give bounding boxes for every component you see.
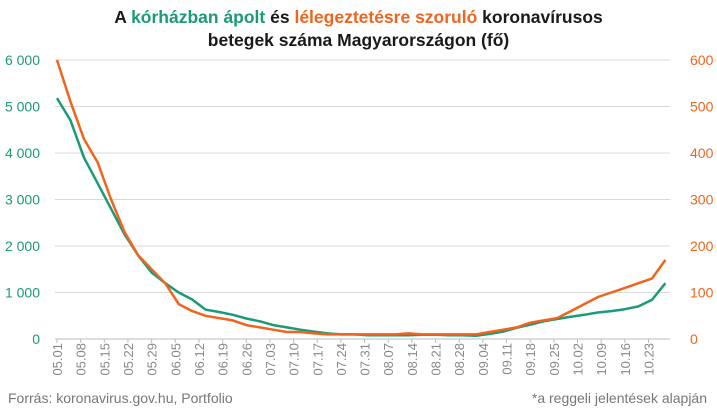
x-tick-label: 08.14 — [405, 343, 420, 376]
y-right-tick-label: 200 — [690, 238, 714, 254]
x-tick-label: 05.29 — [145, 343, 160, 376]
x-tick-label: 09.25 — [547, 343, 562, 376]
footnote: *a reggeli jelentések alapján — [531, 390, 707, 406]
title-hospitalized: kórházban ápolt — [131, 7, 266, 27]
y-right-tick-label: 100 — [690, 285, 714, 301]
y-left-tick-label: 4 000 — [5, 145, 40, 161]
series-line-hospitalized — [55, 97, 667, 337]
y-left-tick-label: 3 000 — [5, 192, 40, 208]
x-tick-label: 07.24 — [334, 343, 349, 376]
x-tick-label: 10.16 — [618, 343, 633, 376]
x-tick-label: 07.03 — [263, 343, 278, 376]
x-tick-label: 05.15 — [97, 343, 112, 376]
y-right-tick-label: 500 — [690, 99, 714, 115]
chart-title: A kórházban ápolt és lélegeztetésre szor… — [0, 6, 717, 52]
y-left-tick-label: 6 000 — [5, 52, 40, 68]
y-right-tick-label: 400 — [690, 145, 714, 161]
series-line-ventilated — [55, 59, 667, 336]
x-tick-label: 09.18 — [523, 343, 538, 376]
source-note: Forrás: koronavirus.gov.hu, Portfolio — [8, 390, 233, 406]
y-left-tick-label: 0 — [32, 331, 40, 347]
title-ventilated: lélegeztetésre szoruló — [294, 7, 478, 27]
x-tick-label: 09.11 — [500, 343, 515, 375]
y-left-tick-label: 5 000 — [5, 99, 40, 115]
x-tick-label: 06.26 — [239, 343, 254, 376]
x-tick-label: 06.19 — [216, 343, 231, 376]
title-suffix: koronavírusos — [477, 7, 603, 27]
x-tick-label: 07.31 — [358, 343, 373, 376]
x-tick-label: 09.04 — [476, 343, 491, 376]
y-left-tick-label: 1 000 — [5, 285, 40, 301]
x-tick-label: 08.21 — [429, 343, 444, 376]
x-tick-label: 05.01 — [50, 343, 65, 376]
x-tick-label: 06.12 — [192, 343, 207, 376]
x-tick-label: 10.09 — [594, 343, 609, 376]
x-tick-label: 08.07 — [381, 343, 396, 376]
y-right-tick-label: 600 — [690, 52, 714, 68]
x-tick-label: 08.28 — [452, 343, 467, 376]
y-left-tick-label: 2 000 — [5, 238, 40, 254]
x-tick-label: 07.10 — [287, 343, 302, 376]
title-prefix: A — [114, 7, 132, 27]
x-tick-label: 10.23 — [642, 343, 657, 376]
x-tick-label: 10.02 — [571, 343, 586, 376]
title-line2: betegek száma Magyarországon (fő) — [207, 30, 510, 50]
x-tick-label: 05.22 — [121, 343, 136, 376]
x-tick-label: 07.17 — [310, 343, 325, 376]
title-and: és — [265, 7, 295, 27]
y-right-tick-label: 0 — [690, 331, 698, 347]
y-right-tick-label: 300 — [690, 192, 714, 208]
x-tick-label: 05.08 — [74, 343, 89, 376]
x-tick-label: 06.05 — [168, 343, 183, 376]
